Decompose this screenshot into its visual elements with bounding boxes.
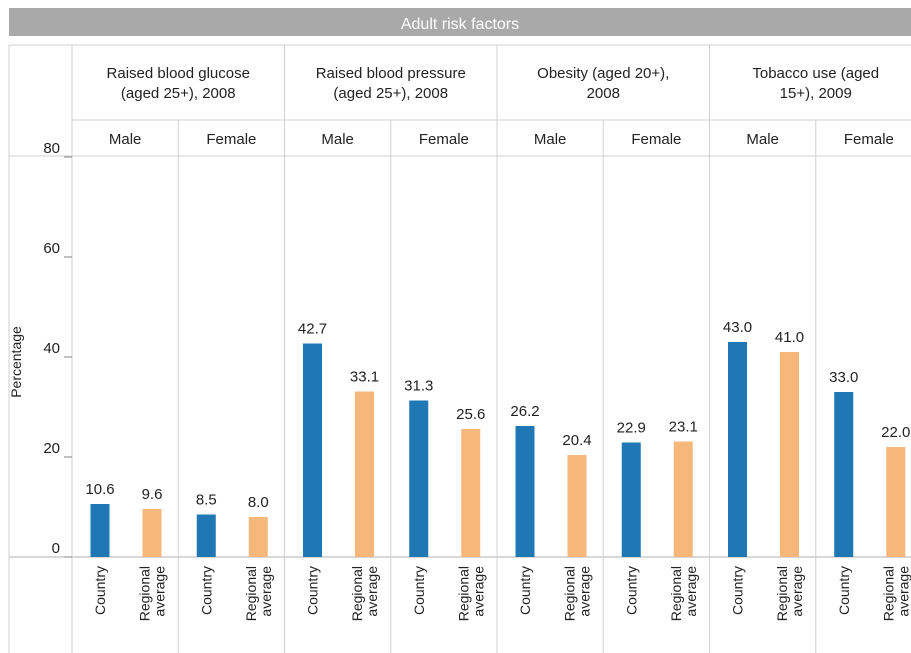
chart-title: Adult risk factors	[401, 16, 519, 33]
bar-category-label: Regional	[243, 566, 259, 621]
bar-category-label: average	[470, 566, 486, 617]
sex-header-label: Female	[206, 131, 256, 148]
country-bar	[515, 426, 535, 557]
group-header-label: Tobacco use (aged	[752, 65, 879, 82]
bar-value-label: 41.0	[775, 329, 804, 346]
regional-average-bar	[780, 352, 799, 557]
title-bar	[9, 8, 911, 36]
bar-value-label: 9.6	[142, 486, 163, 503]
country-bar	[409, 400, 429, 557]
bar-category-label: Regional	[349, 566, 365, 621]
bar-value-label: 43.0	[723, 319, 752, 336]
bar-category-label: average	[789, 566, 805, 617]
bar-category-label: Regional	[880, 566, 896, 621]
bar-category-label: Regional	[774, 566, 790, 621]
group-header-label: (aged 25+), 2008	[333, 85, 448, 102]
bar-category-label: average	[577, 566, 593, 617]
bar-category-label: Regional	[137, 566, 153, 621]
sex-header-label: Female	[419, 131, 469, 148]
y-axis-title: Percentage	[8, 326, 24, 398]
group-header-label: Raised blood pressure	[316, 65, 466, 82]
sex-header-label: Female	[844, 131, 894, 148]
regional-average-bar	[673, 441, 693, 557]
y-tick-label: 40	[43, 340, 60, 357]
bar-value-label: 22.9	[617, 420, 646, 437]
bar-value-label: 33.0	[829, 369, 858, 386]
group-header-label: Raised blood glucose	[107, 65, 250, 82]
group-header-label: Obesity (aged 20+),	[537, 65, 669, 82]
y-tick-label: 0	[52, 540, 60, 557]
y-tick-label: 60	[43, 240, 60, 257]
bar-category-label: Regional	[562, 566, 578, 621]
sex-header-label: Male	[109, 131, 142, 148]
bar-category-label: average	[364, 566, 380, 617]
bar-category-label: Country	[730, 566, 746, 615]
bar-category-label: Regional	[668, 566, 684, 621]
country-bar	[90, 504, 110, 557]
y-tick-label: 20	[43, 440, 60, 457]
bar-value-label: 10.6	[85, 481, 114, 498]
bar-category-label: Country	[198, 566, 214, 615]
bar-category-label: average	[895, 566, 911, 617]
country-bar	[303, 343, 322, 557]
bar-value-label: 23.1	[669, 419, 698, 436]
bar-category-label: average	[258, 566, 274, 617]
bar-category-label: Country	[836, 566, 852, 615]
regional-average-bar	[248, 517, 268, 557]
regional-average-bar	[355, 391, 374, 557]
sex-header-label: Female	[631, 131, 681, 148]
bar-category-label: Country	[305, 566, 321, 615]
sex-header-label: Male	[321, 131, 354, 148]
bar-category-label: average	[683, 566, 699, 617]
country-bar	[728, 342, 747, 557]
bar-value-label: 8.0	[248, 494, 269, 511]
group-header-label: 2008	[587, 85, 620, 102]
bar-value-label: 25.6	[456, 406, 485, 423]
bar-value-label: 22.0	[881, 424, 910, 441]
y-tick-label: 80	[43, 140, 60, 157]
regional-average-bar	[142, 509, 162, 557]
country-bar	[621, 442, 641, 557]
sex-header-label: Male	[534, 131, 567, 148]
regional-average-bar	[461, 429, 481, 557]
regional-average-bar	[567, 455, 587, 557]
country-bar	[196, 514, 216, 557]
bar-category-label: average	[152, 566, 168, 617]
bar-value-label: 33.1	[350, 369, 379, 386]
bar-value-label: 20.4	[562, 432, 591, 449]
bar-category-label: Country	[623, 566, 639, 615]
regional-average-bar	[886, 447, 906, 557]
bar-category-label: Regional	[455, 566, 471, 621]
group-header-label: (aged 25+), 2008	[121, 85, 236, 102]
country-bar	[834, 392, 854, 557]
sex-header-label: Male	[746, 131, 779, 148]
bar-value-label: 26.2	[510, 403, 539, 420]
group-header-label: 15+), 2009	[780, 85, 852, 102]
bar-value-label: 42.7	[298, 321, 327, 338]
bar-value-label: 31.3	[404, 378, 433, 395]
bar-category-label: Country	[411, 566, 427, 615]
bar-category-label: Country	[92, 566, 108, 615]
bar-value-label: 8.5	[196, 492, 217, 509]
bar-category-label: Country	[517, 566, 533, 615]
